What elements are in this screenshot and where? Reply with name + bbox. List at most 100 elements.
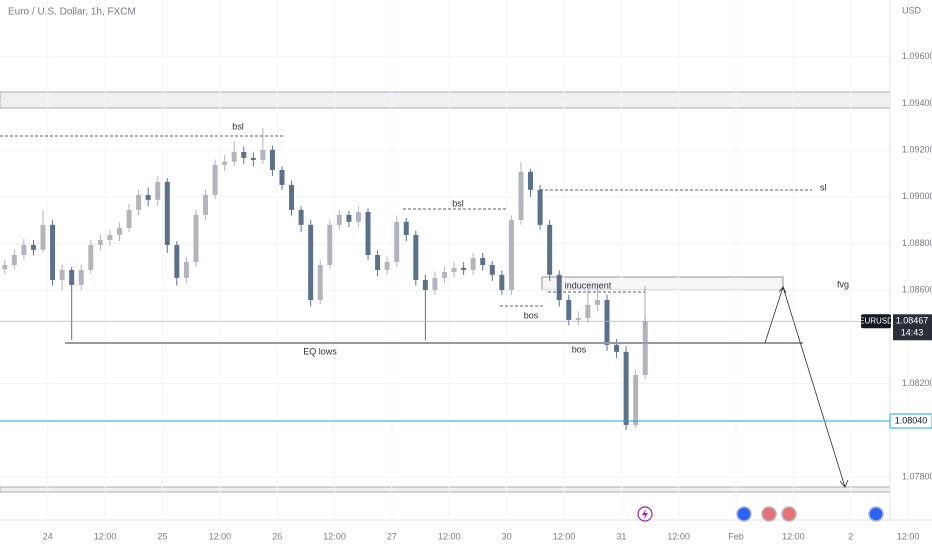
candle-body <box>594 300 600 305</box>
candle-body <box>432 277 438 290</box>
event-icon[interactable] <box>736 506 752 522</box>
x-tick-label: 12:00 <box>667 531 690 541</box>
candle-body <box>203 194 209 215</box>
price-level-tag <box>889 413 932 429</box>
x-tick-label: 12:00 <box>94 531 117 541</box>
candle-body <box>508 219 514 290</box>
candle-body <box>384 261 390 270</box>
x-tick-label: 26 <box>272 531 282 541</box>
x-tick-label: 12:00 <box>782 531 805 541</box>
candle-body <box>250 157 256 160</box>
candle-body <box>480 258 486 266</box>
drawings <box>0 135 849 488</box>
candle-body <box>537 189 543 225</box>
annotation: EQ lows <box>303 346 337 356</box>
candle-body <box>317 265 323 301</box>
candles <box>2 127 648 430</box>
candle-body <box>308 224 314 301</box>
candle-body <box>489 265 495 275</box>
candle-body <box>470 258 476 270</box>
candle-body <box>394 221 400 262</box>
x-tick-label: 24 <box>43 531 53 541</box>
candle-body <box>212 164 218 195</box>
candle-body <box>451 267 457 273</box>
y-tick-label: 1.07800 <box>902 471 932 481</box>
event-icon[interactable] <box>868 506 884 522</box>
candle-body <box>116 227 122 235</box>
candle-body <box>642 321 648 375</box>
candle-body <box>461 267 467 270</box>
x-tick-label: 12:00 <box>897 531 920 541</box>
candle-body <box>528 171 534 190</box>
candle-body <box>365 212 371 255</box>
candle-body <box>40 224 46 250</box>
candle-body <box>222 161 228 165</box>
y-tick-label: 1.09400 <box>902 98 932 108</box>
candle-body <box>30 244 36 250</box>
candle-body <box>69 269 75 285</box>
candle-body <box>413 234 419 280</box>
candle-body <box>623 351 629 425</box>
symbol-tag <box>861 314 891 329</box>
y-tick-label: 1.09200 <box>902 145 932 155</box>
candle-body <box>260 149 266 160</box>
event-icons <box>637 506 884 522</box>
candle-body <box>355 212 361 222</box>
x-tick-label: 12:00 <box>323 531 346 541</box>
annotation: bos <box>524 310 539 320</box>
x-tick-label: 27 <box>387 531 397 541</box>
event-icon[interactable] <box>761 506 777 522</box>
candle-body <box>193 214 199 262</box>
lightning <box>642 509 648 519</box>
annotation: bsl <box>452 198 464 208</box>
symbol-label: EURUSD <box>859 316 893 325</box>
arrow-head <box>839 479 849 488</box>
candle-body <box>441 272 447 278</box>
y-tick-label: 1.09000 <box>902 191 932 201</box>
candle-body <box>241 152 247 158</box>
candle-body <box>327 224 333 266</box>
candle-body <box>78 269 84 285</box>
last-price-label: 1.08467 <box>896 316 929 326</box>
candle-body <box>403 221 409 235</box>
candle-body <box>231 152 237 162</box>
x-tick-label: Feb <box>728 531 744 541</box>
y-tick-label: 1.08600 <box>902 285 932 295</box>
candle-body <box>107 234 113 241</box>
arrow-head <box>778 286 787 294</box>
zone <box>0 486 891 493</box>
x-tick-label: 12:00 <box>553 531 576 541</box>
candle-body <box>336 214 342 225</box>
y-tick-label: 1.09600 <box>902 51 932 61</box>
candle-body <box>50 224 56 280</box>
annotation: bsl <box>232 121 244 131</box>
last-price-tag <box>893 314 932 341</box>
y-tick-label: 1.08200 <box>902 378 932 388</box>
y-tick-label: 1.08800 <box>902 238 932 248</box>
candle-body <box>59 269 65 280</box>
x-tick-label: 25 <box>157 531 167 541</box>
candle-body <box>97 240 103 245</box>
candle-body <box>499 274 505 290</box>
x-tick-label: 2 <box>848 531 853 541</box>
price-level-label: 1.08040 <box>895 415 928 425</box>
currency-label: USD <box>902 5 922 15</box>
candle-body <box>518 171 524 220</box>
candle-body <box>2 265 8 270</box>
event-icon[interactable] <box>781 506 797 522</box>
candle-body <box>174 244 180 278</box>
x-tick-label: 12:00 <box>438 531 461 541</box>
candle-body <box>126 209 132 228</box>
candle-body <box>422 279 428 290</box>
candle-body <box>298 209 304 225</box>
x-tick-label: 12:00 <box>209 531 232 541</box>
candle-body <box>604 300 610 345</box>
candle-body <box>556 274 562 301</box>
candle-body <box>566 300 572 320</box>
annotation: inducement <box>565 280 612 290</box>
x-tick-label: 31 <box>616 531 626 541</box>
candle-body <box>575 318 581 320</box>
annotation: bos <box>572 344 587 354</box>
